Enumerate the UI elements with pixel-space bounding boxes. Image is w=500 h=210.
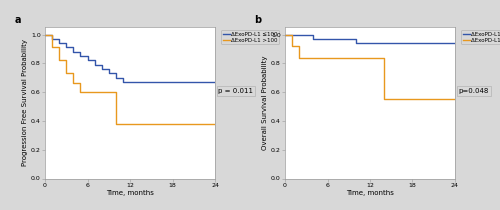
Legend: ΔExoPD-L1 ≤100, ΔExoPD-L1 >100: ΔExoPD-L1 ≤100, ΔExoPD-L1 >100 (221, 30, 280, 44)
Text: a: a (14, 15, 21, 25)
Text: p=0.048: p=0.048 (458, 88, 489, 94)
Y-axis label: Overall Survival Probability: Overall Survival Probability (262, 56, 268, 150)
X-axis label: Time, months: Time, months (346, 190, 394, 196)
Text: b: b (254, 15, 262, 25)
X-axis label: Time, months: Time, months (106, 190, 154, 196)
Y-axis label: Progression Free Survival Probability: Progression Free Survival Probability (22, 39, 28, 166)
Text: p = 0.011: p = 0.011 (218, 88, 254, 94)
Legend: ΔExoPD-L1 ≤100, ΔExoPD-L1 >100: ΔExoPD-L1 ≤100, ΔExoPD-L1 >100 (461, 30, 500, 44)
